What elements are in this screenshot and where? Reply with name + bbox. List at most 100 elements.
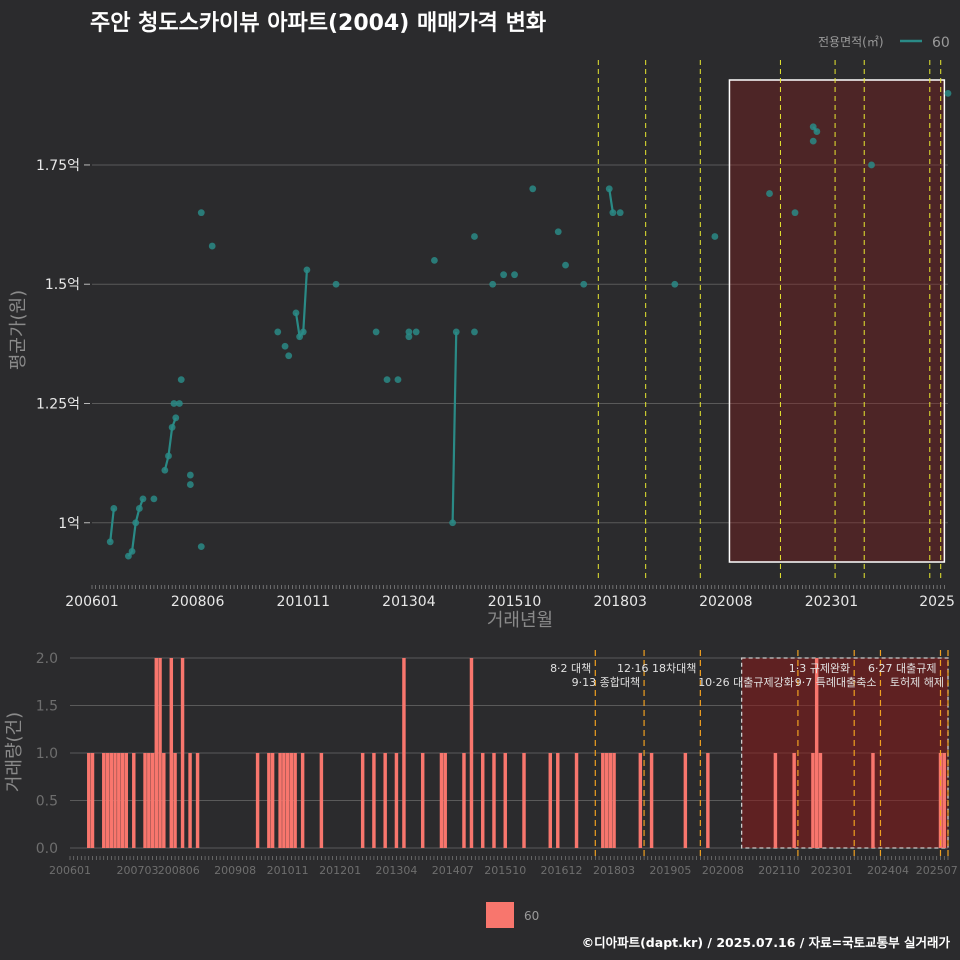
- data-point: [197, 543, 205, 551]
- policy-label: 1·3 규제완화: [789, 662, 850, 675]
- data-point: [452, 328, 460, 336]
- data-point: [172, 414, 180, 422]
- top-series-points: [106, 89, 952, 560]
- volume-bar: [132, 753, 136, 848]
- data-point: [125, 552, 132, 560]
- volume-bar: [143, 753, 147, 848]
- volume-bar: [113, 753, 117, 848]
- top-x-tick-label: 201510: [488, 594, 541, 610]
- volume-bar: [255, 753, 260, 848]
- data-point: [405, 328, 413, 336]
- data-point: [394, 376, 402, 384]
- bottom-x-tick-label: 200806: [158, 864, 200, 877]
- data-point: [292, 309, 300, 317]
- bottom-y-tick-label: 1.5: [36, 699, 58, 715]
- series-line-segment: [109, 508, 115, 542]
- volume-bar: [811, 753, 815, 848]
- volume-bar: [871, 753, 875, 848]
- data-point: [128, 547, 136, 555]
- volume-bar: [372, 753, 376, 848]
- data-point: [177, 376, 185, 384]
- policy-label: 9·13 종합대책: [572, 676, 640, 689]
- volume-bar: [173, 753, 177, 848]
- data-point: [197, 209, 205, 217]
- volume-bar: [319, 753, 324, 848]
- bottom-y-axis-title: 거래량(건): [4, 712, 25, 792]
- series-line-segment: [163, 417, 177, 471]
- bottom-x-tick-label: 201803: [593, 864, 635, 877]
- data-point: [431, 256, 438, 264]
- legend-entry: 60: [932, 35, 950, 51]
- top-x-tick-label: 200601: [65, 594, 118, 610]
- bottom-x-axis: 200601 200703 200806 200908 201011 201201 2013…: [49, 856, 958, 877]
- data-point: [580, 280, 588, 288]
- top-x-axis: 200601 200806 201011 201304 201510 201803 2020…: [65, 585, 955, 610]
- data-point: [791, 209, 799, 217]
- bottom-y-tick-label: 1.0: [36, 746, 58, 762]
- volume-bar: [814, 658, 819, 848]
- top-highlight-box: [728, 79, 946, 563]
- data-point: [605, 185, 613, 193]
- top-x-tick-label: 201803: [593, 594, 646, 610]
- data-point: [150, 495, 158, 503]
- data-point: [609, 209, 617, 217]
- legend-title: 전용면적(㎡): [818, 35, 884, 49]
- data-point: [616, 209, 624, 217]
- data-point: [471, 233, 478, 240]
- data-point: [106, 538, 114, 546]
- data-point: [186, 471, 194, 479]
- bottom-x-tick-label: 202110: [758, 864, 800, 877]
- volume-bar: [481, 753, 485, 848]
- policy-label: 9·7 특례대출축소: [795, 676, 877, 689]
- volume-bar: [792, 753, 796, 848]
- data-point: [562, 261, 569, 269]
- volume-bar: [548, 753, 552, 848]
- volume-bar: [649, 753, 654, 848]
- volume-bar: [601, 753, 605, 848]
- volume-bar: [90, 753, 95, 848]
- volume-bar: [556, 753, 560, 848]
- top-legend: 전용면적(㎡) 60: [818, 35, 950, 51]
- data-point: [296, 333, 304, 341]
- volume-bar: [503, 753, 507, 848]
- top-x-tick-label: 2025: [919, 594, 955, 610]
- volume-bar: [124, 753, 129, 848]
- bottom-y-tick-labels: 0.0 0.5 1.0 1.5 2.0: [36, 651, 58, 857]
- data-point: [165, 452, 172, 460]
- top-highlight-region: [728, 79, 946, 563]
- data-point: [303, 266, 311, 274]
- series-line-segment: [608, 188, 614, 213]
- volume-bar: [706, 753, 710, 848]
- series-line-segment: [294, 269, 309, 340]
- bottom-x-tick-label: 200908: [214, 864, 256, 877]
- bottom-x-tick-label: 202404: [867, 864, 909, 877]
- top-series-lines: [109, 126, 818, 557]
- data-point: [285, 352, 293, 360]
- data-point: [511, 271, 518, 279]
- data-point: [711, 233, 719, 240]
- volume-bar: [282, 753, 286, 848]
- data-point: [766, 190, 773, 197]
- data-point: [944, 89, 952, 97]
- volume-bar: [394, 753, 399, 848]
- data-point: [281, 342, 289, 350]
- volume-bar: [278, 753, 282, 848]
- chart-title: 주안 청도스카이뷰 아파트(2004) 매매가격 변화: [90, 11, 546, 36]
- top-gridlines: [92, 164, 948, 524]
- bottom-x-tick-label: 201407: [432, 864, 474, 877]
- policy-label: 10·26 대출규제강화: [698, 676, 794, 689]
- volume-bar: [683, 753, 688, 848]
- volume-bar: [169, 658, 174, 848]
- data-point: [170, 400, 178, 407]
- data-point: [500, 271, 508, 279]
- volume-bar: [439, 753, 444, 848]
- volume-bar: [462, 753, 466, 848]
- volume-bar: [267, 753, 271, 848]
- data-point: [412, 328, 420, 336]
- bottom-legend: 60: [486, 902, 539, 928]
- volume-bar: [285, 753, 290, 848]
- volume-bar: [638, 753, 643, 848]
- data-point: [274, 328, 282, 336]
